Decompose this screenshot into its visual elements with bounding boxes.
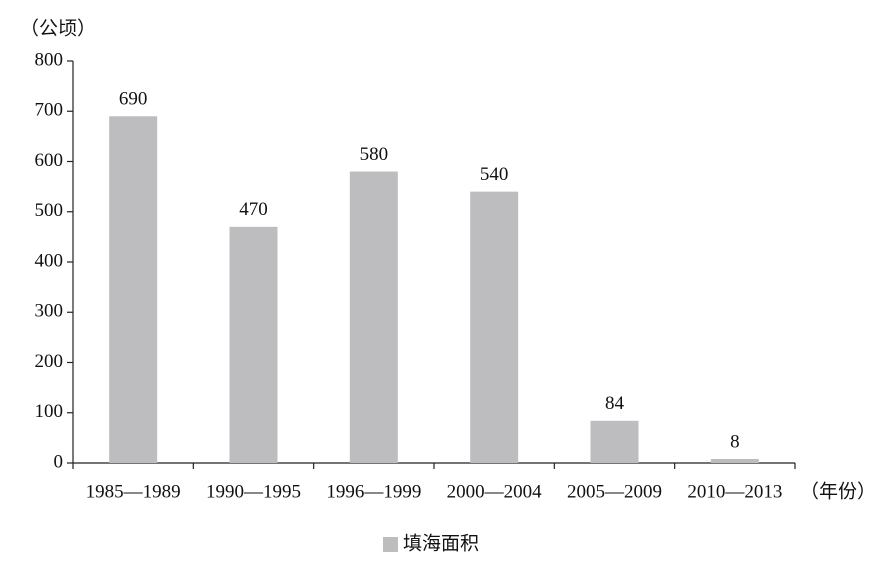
data-label: 540 — [480, 164, 509, 185]
bar — [470, 191, 519, 463]
bar — [349, 171, 398, 464]
y-tick-label: 100 — [35, 401, 64, 422]
x-tick-label: 2005—2009 — [567, 481, 662, 502]
x-tick-label: 2010—2013 — [687, 481, 782, 502]
data-label: 580 — [360, 144, 389, 165]
bar — [710, 458, 759, 463]
bar — [590, 420, 639, 463]
y-tick-label: 800 — [35, 49, 64, 70]
legend-label: 填海面积 — [403, 532, 479, 554]
data-label: 84 — [605, 393, 625, 414]
x-tick-label: 1985—1989 — [86, 481, 181, 502]
y-tick-label: 600 — [35, 150, 64, 171]
x-tick-label: 2000—2004 — [447, 481, 543, 502]
y-tick-label: 200 — [35, 351, 64, 372]
bar — [109, 116, 158, 464]
x-axis-label: （年份） — [800, 480, 876, 502]
y-tick-label: 500 — [35, 200, 64, 221]
y-tick-label: 300 — [35, 301, 64, 322]
y-axis-label: （公顷） — [20, 17, 96, 39]
x-tick-label: 1996—1999 — [326, 481, 421, 502]
legend-swatch — [383, 537, 398, 552]
bar — [229, 226, 278, 463]
y-tick-label: 700 — [35, 100, 64, 121]
data-label: 690 — [119, 89, 148, 110]
y-tick-label: 400 — [35, 250, 64, 271]
data-label: 8 — [730, 431, 740, 452]
data-label: 470 — [239, 199, 268, 220]
y-tick-label: 0 — [54, 451, 64, 472]
x-tick-label: 1990—1995 — [206, 481, 301, 502]
